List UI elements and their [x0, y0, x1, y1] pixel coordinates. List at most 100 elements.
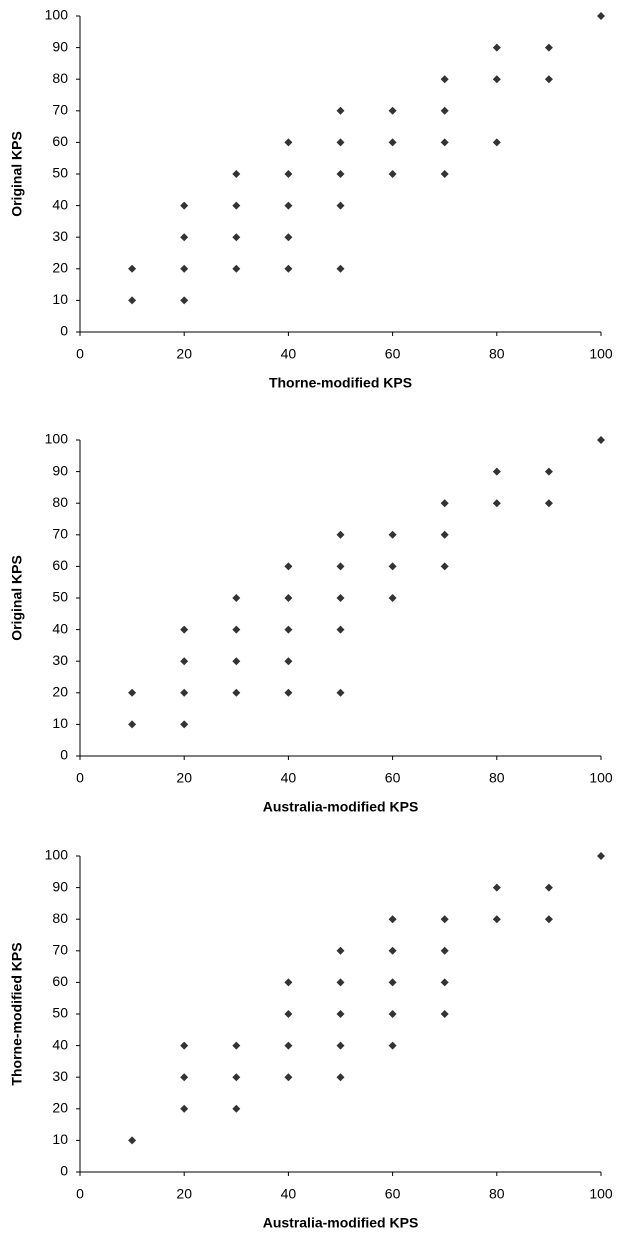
- point: [492, 43, 501, 52]
- point: [492, 467, 501, 476]
- point: [492, 915, 501, 924]
- point: [597, 852, 605, 860]
- point: [336, 594, 345, 602]
- y-tick-label: 70: [52, 102, 68, 118]
- point: [440, 530, 449, 539]
- y-tick-label: 70: [52, 942, 68, 958]
- point: [440, 170, 449, 178]
- point: [440, 499, 449, 508]
- point: [492, 75, 501, 84]
- point: [388, 530, 397, 539]
- x-tick-label: 80: [489, 770, 505, 786]
- point: [388, 106, 397, 115]
- x-axis-title: Australia-modified KPS: [263, 799, 419, 815]
- x-tick-label: 100: [589, 1186, 613, 1202]
- y-tick-label: 60: [52, 557, 68, 573]
- point: [284, 233, 293, 242]
- x-tick-label: 40: [281, 770, 297, 786]
- point: [284, 625, 293, 634]
- y-tick-label: 30: [52, 1068, 68, 1084]
- point: [180, 657, 189, 666]
- point: [232, 688, 241, 697]
- point: [597, 436, 605, 444]
- point: [232, 625, 241, 634]
- point: [597, 12, 605, 20]
- y-axis-title: Original KPS: [9, 555, 25, 641]
- point: [232, 1041, 241, 1050]
- y-tick-label: 80: [52, 70, 68, 86]
- point: [388, 594, 397, 602]
- point: [232, 657, 241, 666]
- point: [232, 1073, 241, 1082]
- point: [180, 233, 189, 242]
- y-tick-label: 90: [52, 878, 68, 894]
- y-tick-label: 80: [52, 494, 68, 510]
- y-tick-label: 50: [52, 1005, 68, 1021]
- point: [128, 1136, 137, 1145]
- point: [336, 625, 345, 634]
- y-tick-label: 50: [52, 165, 68, 181]
- point: [388, 978, 397, 987]
- point: [440, 946, 449, 955]
- y-tick-label: 60: [52, 973, 68, 989]
- y-tick-label: 10: [52, 715, 68, 731]
- point: [180, 720, 189, 729]
- point: [336, 978, 345, 987]
- point: [336, 138, 345, 147]
- point: [388, 170, 397, 178]
- x-axis-title: Thorne-modified KPS: [269, 375, 412, 391]
- point: [440, 106, 449, 115]
- point: [180, 201, 189, 210]
- point: [544, 467, 553, 476]
- point: [544, 75, 553, 84]
- x-tick-label: 60: [385, 1186, 401, 1202]
- point: [284, 1041, 293, 1050]
- y-tick-label: 20: [52, 1100, 68, 1116]
- point: [284, 264, 293, 273]
- y-tick-label: 90: [52, 462, 68, 478]
- point: [388, 138, 397, 147]
- point: [180, 1073, 189, 1082]
- point: [232, 233, 241, 242]
- y-tick-label: 0: [60, 323, 68, 339]
- point: [128, 264, 137, 273]
- y-tick-label: 70: [52, 526, 68, 542]
- point: [336, 1041, 345, 1050]
- point: [492, 138, 501, 147]
- x-tick-label: 20: [176, 1186, 192, 1202]
- y-axis-title: Thorne-modified KPS: [9, 942, 25, 1085]
- y-tick-label: 30: [52, 228, 68, 244]
- point: [440, 978, 449, 987]
- point: [440, 915, 449, 924]
- x-tick-label: 20: [176, 346, 192, 362]
- y-tick-label: 30: [52, 652, 68, 668]
- y-tick-label: 90: [52, 38, 68, 54]
- point: [440, 562, 449, 571]
- point: [128, 720, 137, 729]
- point: [128, 296, 137, 305]
- point: [180, 1104, 189, 1113]
- point: [388, 562, 397, 571]
- point: [284, 1073, 293, 1082]
- point: [284, 170, 293, 178]
- y-tick-label: 40: [52, 196, 68, 212]
- point: [544, 915, 553, 924]
- y-tick-label: 40: [52, 1036, 68, 1052]
- point: [336, 946, 345, 955]
- y-tick-label: 60: [52, 133, 68, 149]
- point: [232, 1104, 241, 1113]
- point: [284, 978, 293, 987]
- point: [284, 201, 293, 210]
- x-tick-label: 0: [76, 346, 84, 362]
- point: [232, 170, 241, 178]
- point: [492, 499, 501, 508]
- point: [180, 1041, 189, 1050]
- y-tick-label: 20: [52, 684, 68, 700]
- y-tick-label: 0: [60, 1163, 68, 1179]
- y-tick-label: 10: [52, 1131, 68, 1147]
- point: [336, 264, 345, 273]
- x-axis-title: Australia-modified KPS: [263, 1215, 419, 1231]
- point: [284, 562, 293, 571]
- point: [440, 1010, 449, 1018]
